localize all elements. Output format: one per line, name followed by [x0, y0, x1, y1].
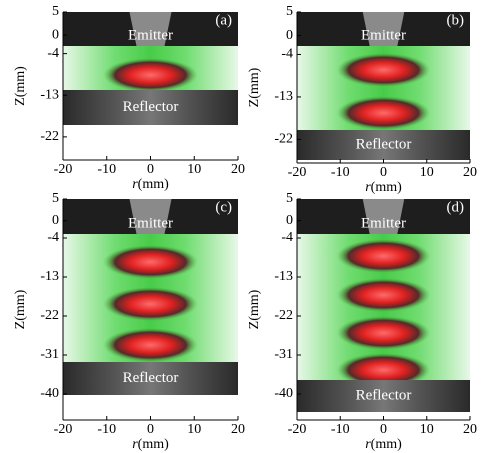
panel-label: (c)	[215, 199, 232, 215]
emitter-cone	[129, 12, 172, 46]
x-axis-label: r(mm)	[132, 437, 169, 452]
y-tick-label: -22	[40, 129, 59, 144]
y-tick-label: 5	[286, 4, 293, 19]
x-tick-label: 10	[187, 422, 201, 437]
y-tick-label: -4	[47, 230, 59, 245]
x-tick-label: 0	[380, 422, 387, 437]
x-axis-label: r(mm)	[365, 180, 402, 195]
reflector-label: Reflector	[123, 99, 179, 115]
y-axis-label: Z(mm)	[247, 289, 262, 329]
y-tick-label: -13	[40, 87, 59, 102]
pressure-node	[336, 278, 431, 312]
x-label-unit: (mm)	[138, 437, 169, 452]
y-tick-label: -22	[40, 308, 59, 323]
y-axis-label: Z(mm)	[13, 289, 28, 329]
pressure-node	[103, 328, 198, 362]
emitter-label: Emitter	[128, 215, 173, 231]
x-tick-label: -20	[54, 162, 73, 177]
x-tick-label: -10	[331, 422, 350, 437]
y-tick-label: 0	[52, 213, 59, 228]
y-tick-label: 5	[52, 191, 59, 206]
y-tick-label: -4	[281, 47, 293, 62]
x-tick-label: 0	[147, 422, 154, 437]
x-tick-label: 10	[420, 422, 434, 437]
x-label-var: r	[365, 180, 371, 195]
y-tick-label: -13	[40, 269, 59, 284]
x-tick-label: 20	[463, 422, 477, 437]
emitter-label: Emitter	[128, 27, 173, 43]
reflector-block	[63, 362, 238, 395]
panel-label: (b)	[447, 12, 465, 28]
pressure-node	[336, 316, 431, 350]
emitter-cone	[362, 199, 405, 234]
y-tick-label: -31	[274, 347, 293, 362]
panel-label: (d)	[447, 199, 465, 215]
pressure-node	[336, 239, 431, 273]
y-tick-label: -13	[274, 89, 293, 104]
reflector-block	[297, 130, 470, 160]
emitter-label: Emitter	[361, 27, 406, 43]
pressure-node	[336, 353, 431, 387]
panel-label: (a)	[215, 12, 232, 28]
pressure-node	[103, 58, 198, 92]
x-tick-label: 10	[187, 162, 201, 177]
y-axis-label: Z(mm)	[13, 66, 28, 106]
pressure-node	[103, 287, 198, 321]
y-tick-label: -31	[40, 347, 59, 362]
y-tick-label: 5	[52, 4, 59, 19]
pressure-node	[103, 245, 198, 279]
x-label-unit: (mm)	[371, 437, 402, 452]
x-tick-label: -10	[331, 165, 350, 180]
x-tick-label: 20	[463, 165, 477, 180]
x-tick-label: 20	[231, 162, 245, 177]
y-tick-label: -22	[274, 132, 293, 147]
x-tick-label: -10	[97, 162, 116, 177]
y-tick-label: -40	[40, 386, 59, 401]
x-label-var: r	[365, 437, 371, 452]
y-tick-label: 0	[286, 213, 293, 228]
x-tick-label: 20	[231, 422, 245, 437]
reflector-block	[63, 90, 238, 125]
y-tick-label: 0	[286, 28, 293, 43]
x-axis-label: r(mm)	[365, 437, 402, 452]
y-tick-label: -4	[281, 230, 293, 245]
reflector-label: Reflector	[356, 136, 412, 152]
emitter-cone	[362, 12, 405, 46]
y-tick-label: -22	[274, 308, 293, 323]
x-label-var: r	[132, 437, 138, 452]
y-tick-label: -13	[274, 269, 293, 284]
x-label-unit: (mm)	[371, 180, 402, 195]
x-tick-label: 0	[380, 165, 387, 180]
y-axis-label: Z(mm)	[247, 67, 262, 107]
y-tick-label: 0	[52, 27, 59, 42]
y-tick-label: -4	[47, 46, 59, 61]
x-tick-label: 10	[420, 165, 434, 180]
reflector-label: Reflector	[356, 387, 412, 403]
x-tick-label: 0	[147, 162, 154, 177]
x-tick-label: -10	[97, 422, 116, 437]
emitter-label: Emitter	[361, 215, 406, 231]
reflector-block	[297, 380, 470, 412]
pressure-node	[336, 96, 431, 130]
x-tick-label: -20	[288, 165, 307, 180]
x-tick-label: -20	[54, 422, 73, 437]
y-tick-label: -40	[274, 386, 293, 401]
y-tick-label: 5	[286, 191, 293, 206]
x-axis-label: r(mm)	[132, 177, 169, 192]
pressure-node	[336, 53, 431, 87]
emitter-cone	[129, 199, 172, 234]
reflector-label: Reflector	[123, 370, 179, 386]
x-label-unit: (mm)	[138, 177, 169, 192]
x-label-var: r	[132, 177, 138, 192]
x-tick-label: -20	[288, 422, 307, 437]
